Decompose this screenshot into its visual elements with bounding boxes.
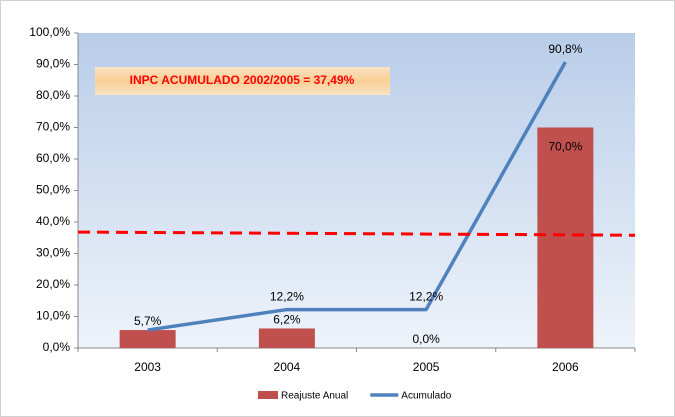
y-tick-label: 40,0%	[36, 214, 70, 228]
legend-label: Reajuste Anual	[281, 391, 348, 402]
y-tick-label: 60,0%	[36, 151, 70, 165]
data-label: 12,2%	[270, 290, 304, 304]
y-tick-label: 70,0%	[36, 120, 70, 134]
y-tick-label: 10,0%	[36, 309, 70, 323]
annotation: INPC ACUMULADO 2002/2005 = 37,49%	[130, 73, 355, 87]
x-tick-label: 2006	[552, 360, 579, 374]
legend-swatch	[258, 391, 278, 399]
y-tick-label: 90,0%	[36, 57, 70, 71]
y-tick-label: 80,0%	[36, 88, 70, 102]
line	[147, 61, 567, 332]
bar	[537, 127, 594, 348]
reference-line	[77, 230, 636, 237]
data-label: 90,8%	[548, 42, 582, 56]
y-tick-label: 20,0%	[36, 277, 70, 291]
data-label: 6,2%	[273, 313, 301, 327]
data-label: 70,0%	[548, 140, 582, 154]
y-tick-label: 0,0%	[43, 340, 71, 354]
y-tick-label: 50,0%	[36, 183, 70, 197]
legend-label: Acumulado	[401, 391, 451, 402]
x-tick-label: 2003	[134, 360, 161, 374]
x-tick-label: 2004	[274, 360, 301, 374]
data-label: 12,2%	[409, 290, 443, 304]
annotation-box	[95, 67, 390, 95]
data-label: 5,7%	[134, 314, 162, 328]
x-tick-label: 2005	[413, 360, 440, 374]
y-tick-label: 30,0%	[36, 246, 70, 260]
bar	[258, 328, 315, 348]
data-label: 0,0%	[412, 332, 440, 346]
y-tick-label: 100,0%	[29, 25, 70, 39]
bar	[119, 330, 176, 348]
